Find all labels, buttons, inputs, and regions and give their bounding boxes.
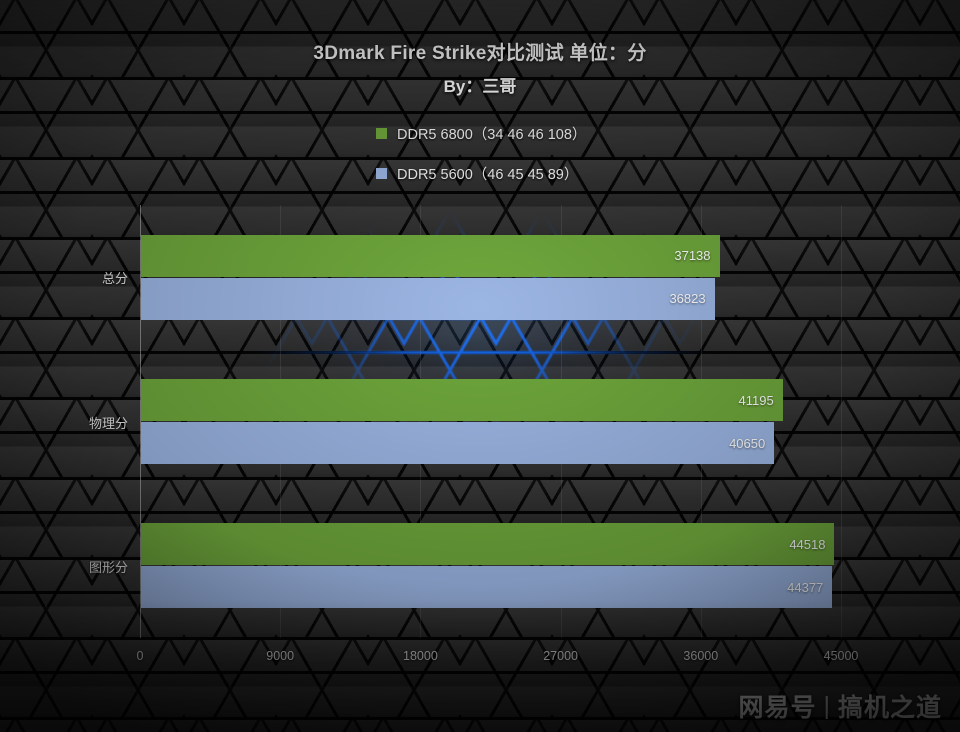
bar-图形分-series-1: 44377	[141, 566, 833, 609]
y-axis-category-label: 图形分	[88, 559, 128, 575]
y-axis-category-label: 物理分	[88, 415, 128, 431]
legend-swatch-series-0	[376, 127, 387, 139]
x-axis-tick-label: 0	[136, 649, 144, 663]
legend-label-series-1: DDR5 5600（46 45 45 89）	[397, 166, 579, 183]
x-axis-tick-label: 45000	[823, 649, 859, 663]
bar-物理分-series-1: 40650	[141, 422, 775, 464]
bar-物理分-series-0: 41195	[141, 379, 783, 421]
bar-value-label: 36823	[669, 291, 706, 307]
bar-value-label: 44377	[787, 579, 824, 595]
bar-value-label: 41195	[738, 392, 774, 408]
bar-总分-series-1: 36823	[141, 277, 715, 320]
watermark: 网易号 | 搞机之道	[738, 688, 942, 724]
chart-subtitle: By：三哥	[443, 77, 517, 96]
watermark-account: 搞机之道	[837, 694, 942, 722]
chart-title: 3Dmark Fire Strike对比测试 单位：分	[313, 43, 647, 64]
bar-value-label: 44518	[789, 536, 826, 552]
bar-图形分-series-0: 44518	[141, 523, 835, 566]
legend-item-ddr5-5600: DDR5 5600（46 45 45 89）	[376, 160, 586, 186]
legend-label-series-0: DDR5 6800（34 46 46 108）	[397, 126, 587, 143]
y-axis-category-label: 总分	[101, 271, 128, 287]
plot-area: 0 9000 18000 27000 36000 45000 37138 36823 总分 411…	[89, 205, 858, 663]
legend-swatch-series-1	[376, 167, 387, 179]
bar-总分-series-0: 37138	[141, 234, 720, 277]
gridline	[841, 205, 842, 638]
bar-value-label: 40650	[729, 435, 766, 451]
x-axis-tick-label: 36000	[683, 649, 719, 663]
legend-item-ddr5-6800: DDR5 6800（34 46 46 108）	[376, 120, 586, 146]
watermark-separator: |	[823, 691, 831, 720]
bar-value-label: 37138	[674, 248, 711, 264]
x-axis-tick-label: 18000	[403, 649, 438, 663]
x-axis-tick-label: 27000	[543, 649, 578, 663]
chart-legend: DDR5 6800（34 46 46 108） DDR5 5600（46 45 …	[376, 120, 586, 200]
watermark-brand: 网易号	[738, 694, 817, 722]
x-axis-tick-label: 9000	[266, 649, 295, 663]
